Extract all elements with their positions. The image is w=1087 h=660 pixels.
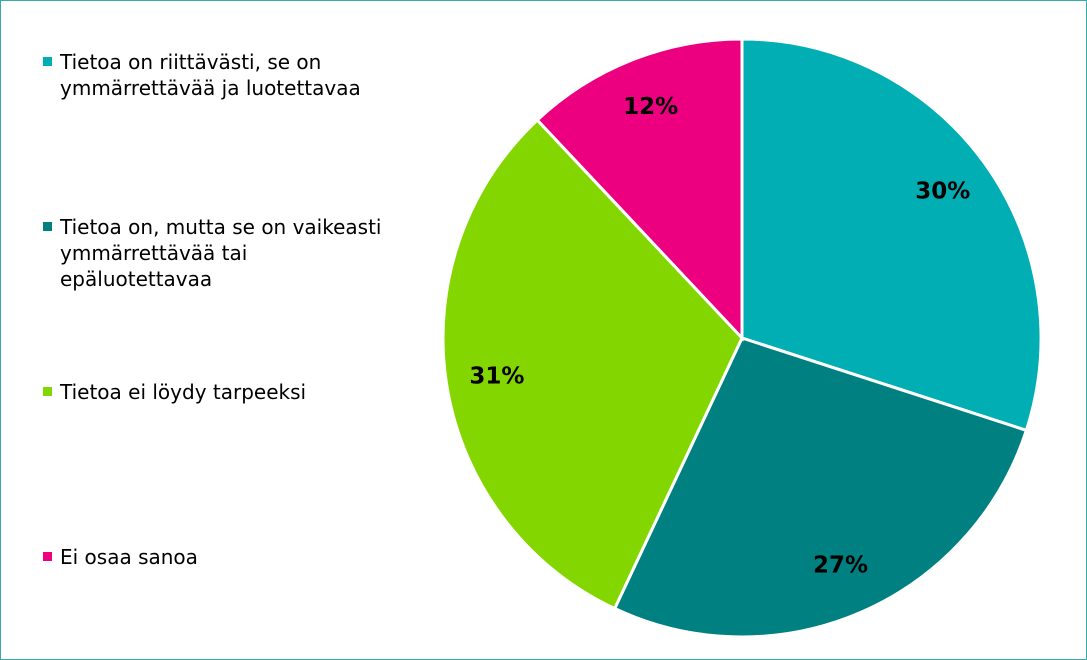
legend-item: Ei osaa sanoa	[43, 544, 383, 570]
legend-label: Tietoa on riittävästi, se on ymmärrettäv…	[60, 50, 361, 100]
legend-swatch	[43, 552, 52, 561]
legend-item: Tietoa ei löydy tarpeeksi	[43, 379, 383, 405]
pie-slice	[740, 37, 1043, 433]
pie-slice	[535, 37, 744, 342]
slice-label: 27%	[813, 552, 868, 578]
legend-swatch	[43, 387, 52, 396]
legend-item: Tietoa on, mutta se on vaikeasti ymmärre…	[43, 214, 383, 292]
legend-item: Tietoa on riittävästi, se on ymmärrettäv…	[43, 49, 383, 101]
legend-label: Tietoa on, mutta se on vaikeasti ymmärre…	[60, 215, 382, 291]
pie-slice	[441, 117, 744, 611]
pie-slice	[612, 336, 1029, 639]
legend-label: Ei osaa sanoa	[60, 545, 198, 569]
legend-swatch	[43, 57, 52, 66]
legend-label: Tietoa ei löydy tarpeeksi	[60, 380, 307, 404]
slice-label: 12%	[623, 94, 678, 120]
legend-swatch	[43, 222, 52, 231]
slice-label: 30%	[915, 179, 970, 205]
slice-label: 31%	[469, 363, 524, 389]
